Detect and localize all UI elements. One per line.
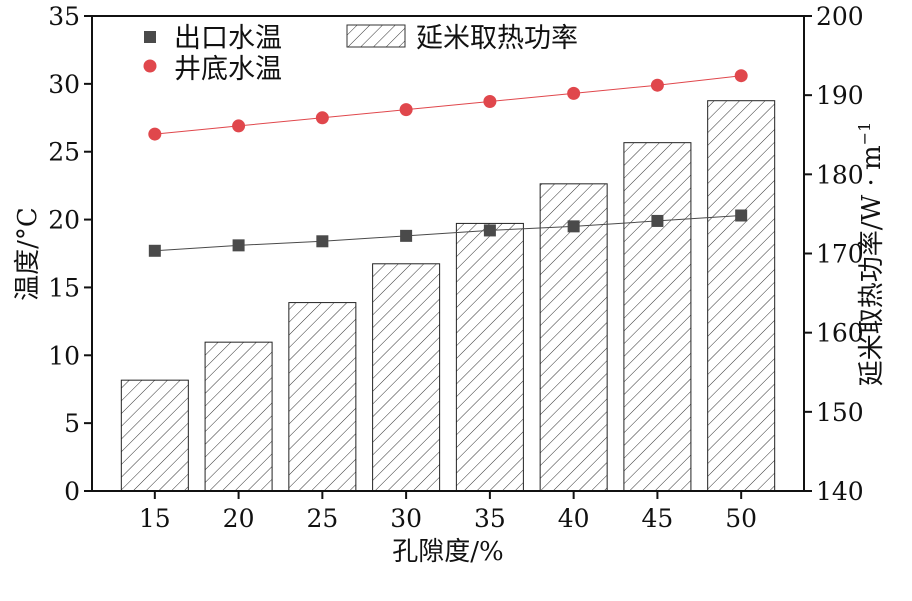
x-tick-label-30: 30 [390,504,422,533]
legend-hatch-swatch [346,24,406,48]
bar-heat-power-40 [539,183,608,492]
x-tick-label-35: 35 [474,504,506,533]
right-tick-label-160: 160 [816,319,864,348]
x-tick-label-25: 25 [306,504,338,533]
left-tick-label-35: 35 [48,2,80,31]
left-tick-label-10: 10 [48,341,80,370]
right-axis: 140 150 160 170 180 190 200 [804,2,864,506]
left-axis-title: 温度/°C [13,207,43,301]
left-tick-label-20: 20 [48,206,80,235]
series-0-point-50 [735,209,748,222]
right-tick-label-140: 140 [816,477,864,506]
right-tick-label-200: 200 [816,2,864,31]
series-0-point-25 [316,235,329,248]
left-tick-label-15: 15 [48,273,80,302]
x-tick-label-15: 15 [139,504,171,533]
series-0-point-35 [483,224,496,237]
series-1-point-35 [483,95,497,108]
right-tick-label-180: 180 [816,160,864,189]
line-series [148,69,748,257]
x-tick-label-40: 40 [558,504,590,533]
series-1-point-25 [315,111,329,125]
left-tick-label-25: 25 [48,138,80,167]
bar-heat-power-30 [372,263,441,492]
x-tick-label-50: 50 [725,504,757,533]
series-1-point-15 [148,127,162,141]
series-line-1 [154,75,742,135]
legend-circle-marker [143,59,157,73]
x-axis: 15 20 25 30 35 40 45 50 [139,491,757,533]
legend-label-bottom-temp: 井底水温 [174,54,282,85]
bar-heat-power-50 [707,100,776,492]
legend-square-marker [144,31,156,43]
series-1-point-20 [232,119,246,133]
series-0-point-20 [232,239,245,252]
legend-label-heat-power: 延米取热功率 [416,23,578,54]
series-0-point-15 [148,244,161,257]
bar-heat-power-20 [204,341,273,492]
right-tick-label-170: 170 [816,240,864,269]
left-axis: 0 5 10 15 20 25 30 35 [48,2,92,506]
series-0-point-30 [400,229,413,242]
bar-heat-power-35 [455,222,524,492]
series-1-point-45 [650,78,664,92]
left-tick-label-30: 30 [48,70,80,99]
legend: 出口水温 井底水温 延米取热功率 [143,23,578,85]
plot-frame [91,15,805,492]
series-1-point-40 [567,86,581,100]
right-axis-title-main: 延米取热功率/W · m [857,145,887,386]
series-1-point-50 [734,69,748,83]
series-0-point-40 [567,220,580,233]
right-tick-label-150: 150 [816,398,864,427]
right-tick-label-190: 190 [816,81,864,110]
x-tick-label-20: 20 [223,504,255,533]
x-axis-title: 孔隙度/% [392,537,503,567]
left-tick-label-0: 0 [64,477,80,506]
bar-heat-power-25 [288,302,357,492]
right-axis-title-superscript: −1 [855,122,874,146]
bar-heat-power-45 [623,142,692,492]
left-tick-label-5: 5 [64,409,80,438]
bar-heat-power-15 [120,379,189,492]
series-line-0 [154,215,742,252]
bar-series [120,100,776,492]
series-0-point-45 [651,214,664,227]
series-1-point-30 [399,103,413,117]
right-axis-title: 延米取热功率/W · m−1 [855,122,887,387]
legend-label-outlet-temp: 出口水温 [174,23,282,54]
x-tick-label-45: 45 [642,504,674,533]
